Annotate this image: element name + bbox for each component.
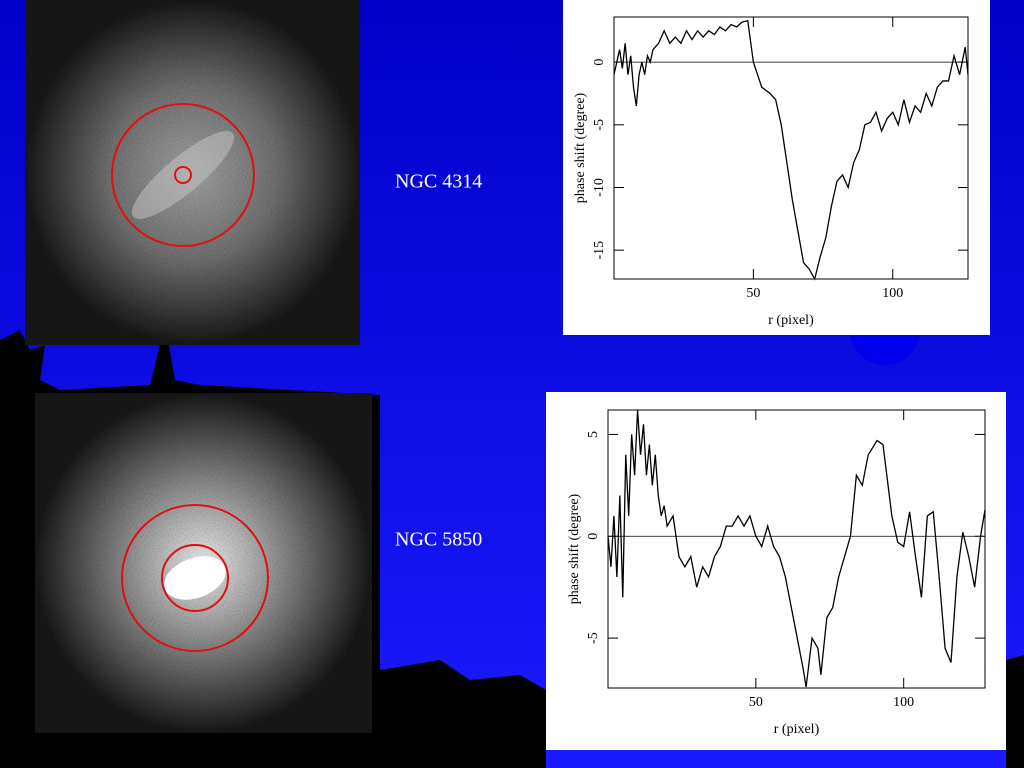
data-line xyxy=(607,409,986,688)
y-tick-label: -5 xyxy=(592,119,607,131)
galaxy-image-1 xyxy=(25,0,360,345)
x-axis-label: r (pixel) xyxy=(774,722,820,737)
caption: NGC 4314 xyxy=(395,171,482,193)
x-tick-label: 100 xyxy=(893,695,914,710)
y-tick-label: 5 xyxy=(586,431,601,438)
y-tick-label: 0 xyxy=(592,59,607,66)
galaxy-image-2 xyxy=(35,393,372,733)
x-tick-label: 50 xyxy=(749,695,763,710)
caption: NGC 5850 xyxy=(395,529,482,551)
y-tick-label: 0 xyxy=(586,533,601,540)
chart-panel xyxy=(546,392,1006,750)
chart-panel xyxy=(563,0,990,335)
x-axis-label: r (pixel) xyxy=(768,313,814,328)
y-tick-label: -15 xyxy=(592,241,607,260)
chart: 50 100 0 -5 -10 -15 r (pixel) phase shift (degr… xyxy=(563,0,990,335)
y-tick-label: -10 xyxy=(592,178,607,197)
y-axis-label: phase shift (degree) xyxy=(567,493,582,604)
plot-frame xyxy=(613,16,969,280)
x-tick-label: 50 xyxy=(746,286,760,301)
data-line xyxy=(613,19,969,281)
y-axis-label: phase shift (degree) xyxy=(573,92,588,203)
x-tick-label: 100 xyxy=(882,286,903,301)
y-tick-label: -5 xyxy=(586,632,601,644)
plot-frame xyxy=(607,409,986,689)
